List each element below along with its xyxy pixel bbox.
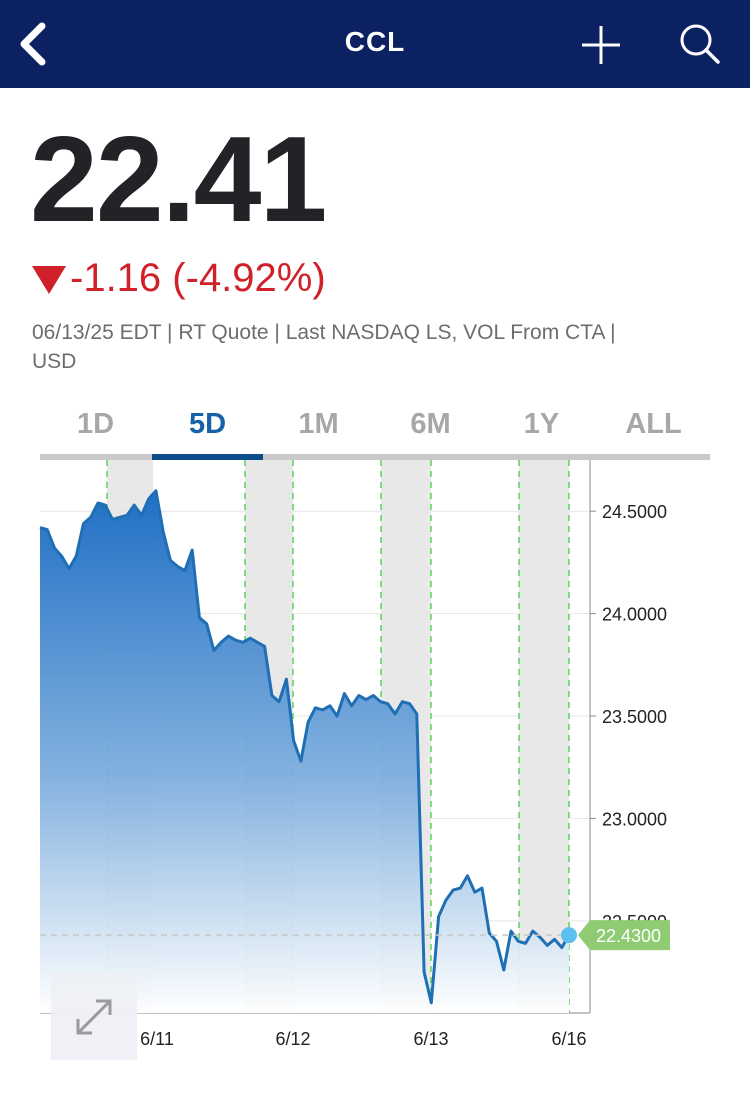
- back-button[interactable]: [14, 20, 54, 68]
- expand-arrows-icon: [76, 999, 112, 1035]
- x-tick-label: 6/16: [551, 1029, 586, 1049]
- price-change-percent: (-4.92%): [172, 256, 326, 300]
- tab-1d[interactable]: 1D: [76, 408, 115, 440]
- range-tabs: 1D 5D 1M 6M 1Y ALL: [40, 398, 710, 462]
- price-change-row: -1.16 (-4.92%): [32, 256, 326, 300]
- y-tick-label: 23.0000: [602, 809, 667, 829]
- x-tick-label: 6/11: [140, 1029, 174, 1049]
- y-tick-label: 24.5000: [602, 502, 667, 522]
- quote-currency: USD: [32, 350, 77, 373]
- search-icon: [680, 24, 720, 64]
- tab-1m[interactable]: 1M: [298, 408, 339, 440]
- last-price: 22.41: [30, 111, 327, 247]
- price-line: [39, 489, 571, 1005]
- tabs-divider: [40, 454, 710, 460]
- chevron-left-icon: [20, 22, 46, 66]
- y-tick-label: 23.5000: [602, 707, 667, 727]
- last-price-marker: [561, 927, 577, 944]
- price-change: -1.16: [70, 256, 162, 300]
- last-price-tag: [578, 920, 670, 951]
- active-tab-indicator: [152, 454, 263, 460]
- add-to-watchlist-button[interactable]: [578, 22, 624, 68]
- quote-meta-line: 06/13/25 EDT | RT Quote | Last NASDAQ LS…: [32, 321, 616, 344]
- x-tick-label: 6/12: [275, 1029, 310, 1049]
- x-tick-label: 6/13: [413, 1029, 448, 1049]
- price-area-fill: [40, 490, 569, 1013]
- plus-icon: [582, 26, 620, 64]
- search-button[interactable]: [676, 20, 722, 66]
- tab-5d[interactable]: 5D: [188, 408, 227, 440]
- triangle-down-icon: [32, 266, 66, 295]
- quote-meta: 06/13/25 EDT | RT Quote | Last NASDAQ LS…: [32, 318, 712, 376]
- extended-hours-band: [519, 460, 569, 1013]
- tab-6m[interactable]: 6M: [410, 408, 451, 440]
- page-title: CCL: [344, 26, 406, 57]
- last-price-label: 22.4300: [596, 926, 661, 946]
- y-tick-label: 24.0000: [602, 605, 667, 625]
- top-nav-bar: CCL: [0, 0, 750, 88]
- tab-1y[interactable]: 1Y: [523, 408, 560, 440]
- price-chart[interactable]: 24.500024.000023.500023.000022.500022.43…: [0, 456, 750, 1096]
- expand-chart-button[interactable]: [51, 974, 137, 1060]
- tab-all[interactable]: ALL: [625, 408, 682, 440]
